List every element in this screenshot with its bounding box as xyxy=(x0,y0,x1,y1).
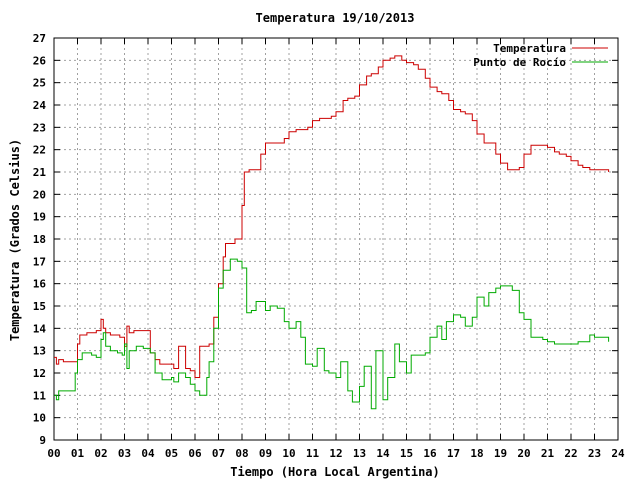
series-line-1 xyxy=(54,258,610,410)
x-tick-label: 24 xyxy=(611,447,625,460)
x-tick-label: 13 xyxy=(353,447,366,460)
y-tick-label: 9 xyxy=(39,434,46,447)
y-axis-label: Temperatura (Grados Celsius) xyxy=(8,139,22,341)
x-tick-label: 20 xyxy=(517,447,530,460)
x-tick-label: 18 xyxy=(470,447,483,460)
y-tick-label: 27 xyxy=(33,32,46,45)
y-tick-label: 16 xyxy=(33,278,47,291)
y-tick-label: 25 xyxy=(33,77,46,90)
x-tick-label: 07 xyxy=(212,447,225,460)
y-tick-label: 20 xyxy=(33,188,46,201)
y-tick-label: 26 xyxy=(33,54,47,67)
y-tick-label: 15 xyxy=(33,300,46,313)
x-tick-label: 19 xyxy=(494,447,507,460)
x-tick-label: 15 xyxy=(400,447,413,460)
series-lines xyxy=(54,55,610,410)
y-axis-tick-labels: 9 10 11 12 13 14 15 16 17 18 19 20 21 22 23 24 25 26 27 xyxy=(33,32,47,447)
x-tick-label: 10 xyxy=(282,447,295,460)
x-tick-label: 04 xyxy=(141,447,155,460)
y-tick-label: 18 xyxy=(33,233,46,246)
y-tick-label: 24 xyxy=(33,99,47,112)
x-tick-label: 23 xyxy=(588,447,601,460)
legend-label: Temperatura xyxy=(493,42,566,55)
x-tick-label: 21 xyxy=(541,447,555,460)
y-tick-label: 11 xyxy=(33,389,47,402)
x-tick-label: 17 xyxy=(447,447,460,460)
y-tick-label: 13 xyxy=(33,345,46,358)
x-tick-label: 09 xyxy=(259,447,272,460)
axis-ticks xyxy=(53,37,619,441)
y-tick-label: 23 xyxy=(33,121,46,134)
x-tick-label: 12 xyxy=(329,447,342,460)
x-tick-label: 16 xyxy=(423,447,437,460)
y-tick-label: 21 xyxy=(33,166,47,179)
y-tick-label: 14 xyxy=(33,322,47,335)
x-tick-label: 11 xyxy=(306,447,320,460)
x-tick-label: 01 xyxy=(71,447,85,460)
x-tick-label: 03 xyxy=(118,447,131,460)
x-tick-label: 00 xyxy=(47,447,60,460)
y-tick-label: 22 xyxy=(33,144,46,157)
x-tick-label: 14 xyxy=(376,447,390,460)
y-tick-label: 19 xyxy=(33,211,46,224)
grid xyxy=(54,38,618,440)
legend-label: Punto de Rocío xyxy=(473,56,566,69)
x-tick-label: 08 xyxy=(235,447,248,460)
x-axis-label: Tiempo (Hora Local Argentina) xyxy=(230,465,440,479)
x-tick-label: 22 xyxy=(564,447,577,460)
y-tick-label: 12 xyxy=(33,367,46,380)
x-tick-label: 02 xyxy=(94,447,107,460)
chart-title: Temperatura 19/10/2013 xyxy=(256,11,415,25)
x-tick-label: 06 xyxy=(188,447,202,460)
x-axis-tick-labels: 00 01 02 03 04 05 06 07 08 09 10 11 12 13 14 15 16 17 18 19… xyxy=(47,447,625,460)
y-tick-label: 17 xyxy=(33,255,46,268)
x-tick-label: 05 xyxy=(165,447,178,460)
series-line-0 xyxy=(54,55,610,378)
y-tick-label: 10 xyxy=(33,412,46,425)
